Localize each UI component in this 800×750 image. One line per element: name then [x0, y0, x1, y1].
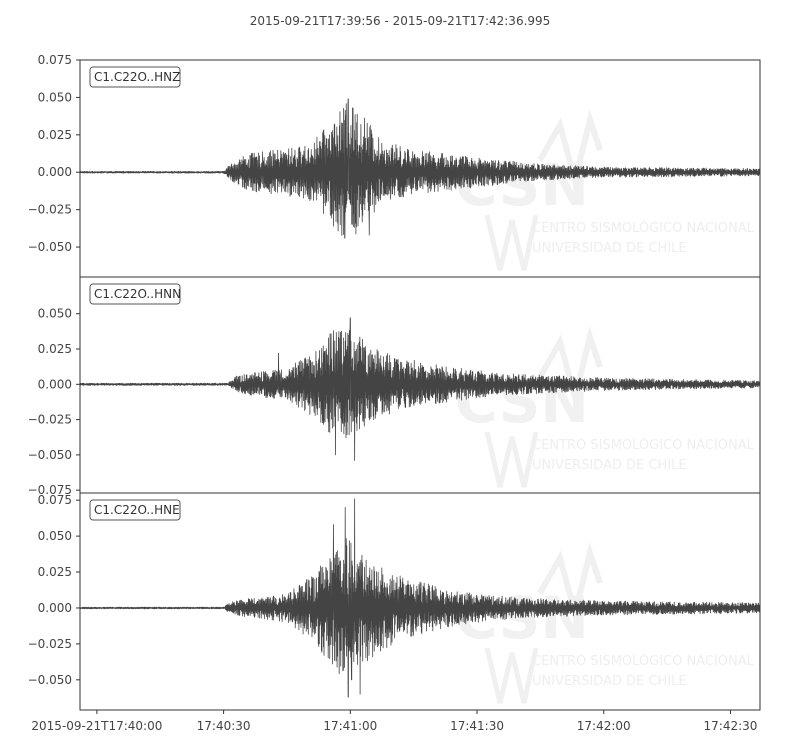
time-axis: 2015-09-21T17:40:00 17:40:30 17:41:00 17:41…: [31, 710, 757, 733]
x-tick-label: 17:42:30: [704, 719, 758, 733]
watermark-logo-w: [484, 647, 539, 704]
y-tick-label: 0.075: [38, 493, 72, 507]
figure-title: 2015-09-21T17:39:56 - 2015-09-21T17:42:3…: [250, 14, 551, 28]
waveform-trace: [80, 317, 760, 461]
watermark-logo-wave: [537, 542, 603, 625]
watermark-line: CENTRO SISMOLÓGICO NACIONAL: [532, 220, 755, 236]
y-tick-label: 0.000: [38, 377, 72, 391]
y-tick-label: 0.075: [38, 53, 72, 67]
channel-label-box: [89, 283, 181, 305]
channel-label: C1.C22O..HNE: [94, 503, 180, 517]
channel-label-box: [89, 499, 181, 521]
y-tick-label: 0.025: [38, 342, 72, 356]
y-tick-label: −0.050: [28, 673, 72, 687]
waveform-trace: [80, 98, 760, 239]
watermark-line: UNIVERSIDAD DE CHILE: [532, 241, 687, 256]
watermark-logo-wave: [537, 109, 603, 192]
watermark-logo-w: [484, 431, 539, 488]
y-tick-label: −0.075: [28, 483, 72, 497]
y-tick-label: 0.050: [38, 529, 72, 543]
x-tick-label: 17:40:30: [197, 719, 251, 733]
channel-label: C1.C22O..HNZ: [94, 70, 180, 84]
y-tick-label: 0.050: [38, 90, 72, 104]
watermark-line: CENTRO SISMOLÓGICO NACIONAL: [532, 653, 755, 669]
channel-label-box: [89, 66, 181, 88]
watermark-line: CENTRO SISMOLÓGICO NACIONAL: [532, 437, 755, 453]
y-tick-label: 0.050: [38, 307, 72, 321]
x-tick-label: 17:42:00: [577, 719, 631, 733]
y-tick-label: 0.000: [38, 165, 72, 179]
y-tick-label: 0.025: [38, 128, 72, 142]
watermark-line: UNIVERSIDAD DE CHILE: [532, 458, 687, 473]
y-tick-label: −0.050: [28, 448, 72, 462]
y-tick-label: −0.025: [28, 203, 72, 217]
panel-frame: [79, 492, 761, 711]
watermark-logo-wave: [537, 326, 603, 409]
y-tick-label: 0.000: [38, 601, 72, 615]
watermark-logo-w: [484, 214, 539, 271]
y-tick-label: 0.025: [38, 565, 72, 579]
watermark-logo: CSN: [455, 151, 589, 219]
x-tick-label: 2015-09-21T17:40:00: [31, 719, 162, 733]
y-tick-label: −0.050: [28, 240, 72, 254]
watermark-line: UNIVERSIDAD DE CHILE: [532, 674, 687, 689]
x-tick-label: 17:41:30: [450, 719, 504, 733]
channel-label: C1.C22O..HNN: [94, 287, 181, 301]
waveform-trace: [80, 498, 760, 698]
y-tick-label: −0.025: [28, 413, 72, 427]
x-tick-label: 17:41:00: [323, 719, 377, 733]
y-tick-label: −0.025: [28, 637, 72, 651]
